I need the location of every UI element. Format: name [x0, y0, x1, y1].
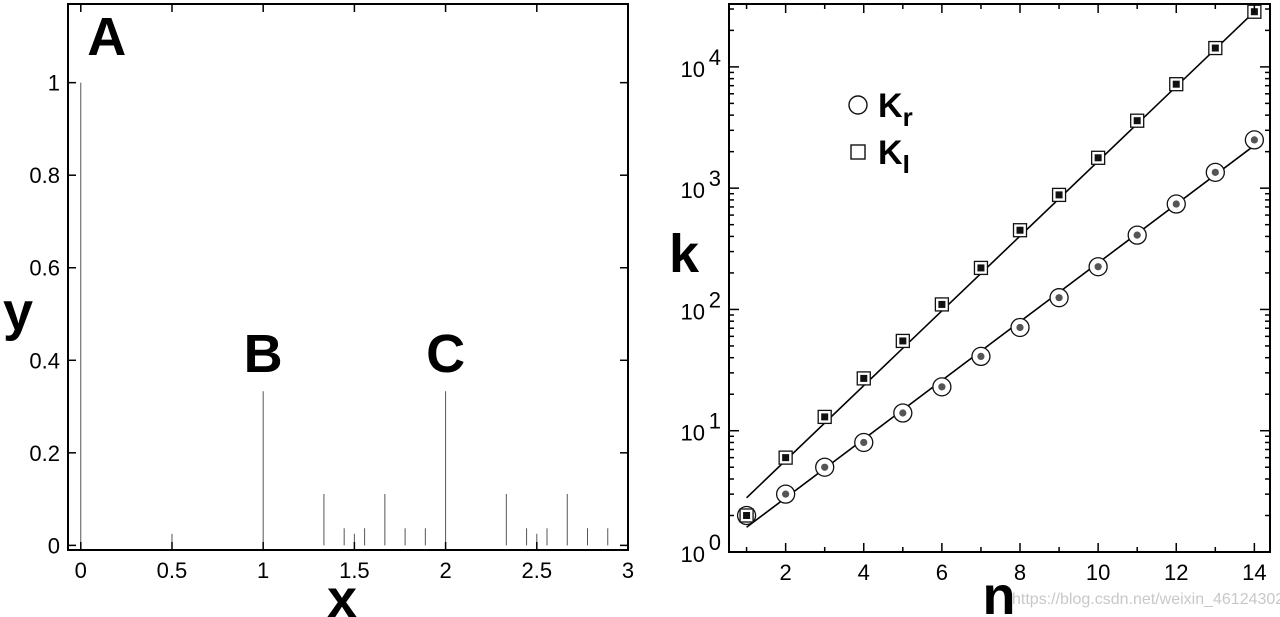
x-tick-label: 0: [75, 558, 87, 583]
right-plot-frame: [728, 3, 1271, 553]
peak-label: C: [426, 324, 465, 384]
spike-series: [80, 82, 609, 546]
data-points: [736, 4, 1265, 526]
right-x-ticks: 2 4 6 8 10 12 14: [745, 4, 1267, 585]
y-tick-exponent: 2: [709, 287, 721, 312]
kr-point-dot: [1055, 294, 1063, 302]
left-y-ticks: 0 0.2 0.4 0.6 0.8 1: [29, 71, 628, 558]
ki-point-dot: [1133, 117, 1141, 125]
legend-square-icon: [850, 144, 866, 160]
y-tick-label: 10: [681, 542, 705, 567]
kr-point-dot: [1250, 136, 1258, 144]
ki-point-dot: [821, 413, 829, 421]
kr-point-dot: [1172, 200, 1180, 208]
x-tick-label: 14: [1242, 560, 1266, 585]
x-tick-label: 6: [936, 560, 948, 585]
y-tick-label: 10: [681, 421, 705, 446]
y-tick-label: 10: [681, 57, 705, 82]
y-tick-label: 1: [48, 71, 60, 96]
kr-point-dot: [1016, 323, 1024, 332]
left-x-axis-title: x: [327, 569, 357, 617]
watermark-text: https://blog.csdn.net/weixin_46124302: [1012, 591, 1280, 608]
ki-point-dot: [1055, 191, 1063, 199]
left-x-ticks: 0 0.5 1 1.5 2 2.5 3: [75, 4, 634, 583]
kr-point-dot: [977, 352, 985, 361]
ki-point-dot: [1016, 226, 1024, 234]
x-tick-label: 1: [257, 558, 269, 583]
ki-point-dot: [938, 300, 946, 308]
kr-point-dot: [1211, 168, 1219, 176]
y-tick-label: 10: [681, 299, 705, 324]
peak-label: B: [244, 324, 283, 384]
kr-point-dot: [1094, 263, 1102, 271]
ki-point-dot: [899, 337, 907, 345]
y-tick-label: 10: [681, 178, 705, 203]
ki-point-dot: [743, 511, 751, 519]
spectrum-chart: 0 0.5 1 1.5 2 2.5 3 0 0.2 0.4 0.6 0.8 1 A B C x y: [3, 3, 634, 617]
legend-label: KI: [878, 134, 910, 179]
y-tick-label: 0.4: [29, 348, 60, 373]
legend-circle-icon: [848, 95, 868, 115]
peak-label: A: [87, 7, 126, 67]
x-tick-label: 4: [858, 560, 870, 585]
y-tick-label: 0.6: [29, 256, 60, 281]
kr-point-dot: [938, 383, 946, 391]
kr-point-dot: [821, 463, 829, 471]
y-tick-label: 0.8: [29, 163, 60, 188]
x-tick-label: 3: [622, 558, 634, 583]
x-tick-label: 8: [1014, 560, 1026, 585]
kr-point-dot: [782, 490, 790, 498]
x-tick-label: 2: [439, 558, 451, 583]
kr-point-dot: [899, 409, 907, 417]
left-plot-frame: [67, 3, 629, 551]
ki-point-dot: [782, 454, 790, 462]
y-tick-exponent: 4: [709, 45, 721, 70]
x-tick-label: 1.5: [339, 558, 370, 583]
x-tick-label: 0.5: [157, 558, 188, 583]
x-tick-label: 12: [1164, 560, 1188, 585]
y-tick-exponent: 3: [709, 166, 721, 191]
y-tick-exponent: 1: [709, 409, 721, 434]
y-tick-label: 0.2: [29, 441, 60, 466]
y-tick-exponent: 0: [709, 530, 721, 555]
left-y-axis-title: y: [3, 282, 33, 342]
kr-point-dot: [860, 438, 868, 447]
right-x-axis-title: n: [983, 566, 1016, 617]
ki-point-dot: [860, 374, 868, 382]
peak-annotations: A B C: [87, 7, 465, 384]
ki-point-dot: [1172, 80, 1180, 88]
x-tick-label: 10: [1086, 560, 1110, 585]
ki-point-dot: [977, 264, 985, 272]
ki-point-dot: [1211, 44, 1219, 52]
x-tick-label: 2.5: [521, 558, 552, 583]
ki-point-dot: [1094, 154, 1102, 162]
legend-label: Kr: [878, 87, 913, 132]
right-y-axis-title: k: [669, 224, 700, 284]
y-tick-label: 0: [48, 533, 60, 558]
x-tick-label: 2: [780, 560, 792, 585]
kr-point-dot: [1133, 231, 1141, 239]
